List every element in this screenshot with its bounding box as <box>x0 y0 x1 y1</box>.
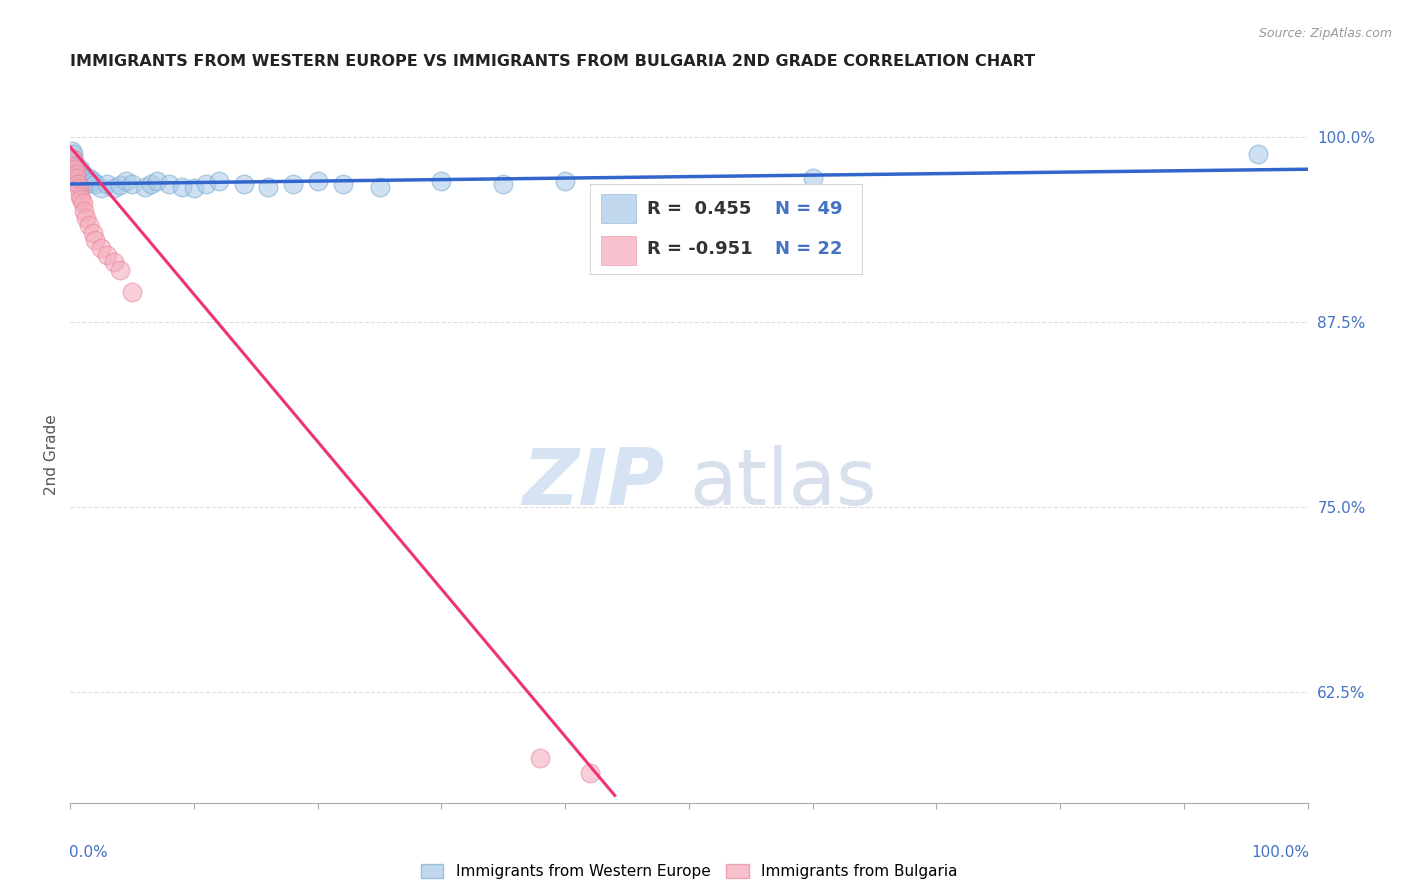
Point <box>82 226 104 240</box>
Point <box>77 219 100 233</box>
Point <box>75 174 97 188</box>
Point <box>195 177 218 191</box>
Point <box>65 162 87 177</box>
Point <box>90 241 112 255</box>
Text: Source: ZipAtlas.com: Source: ZipAtlas.com <box>1258 27 1392 40</box>
Point <box>157 177 180 191</box>
Point <box>430 174 453 188</box>
Point <box>65 159 87 173</box>
Point <box>183 181 205 195</box>
Text: 0.0%: 0.0% <box>69 845 108 860</box>
Point <box>73 171 96 186</box>
Point <box>73 203 96 218</box>
Point <box>257 180 280 194</box>
Point <box>332 177 354 191</box>
Point <box>75 177 97 191</box>
Point <box>84 233 107 247</box>
Point <box>72 167 94 181</box>
Point <box>67 171 90 186</box>
Text: N = 49: N = 49 <box>775 200 842 218</box>
Point <box>84 177 107 191</box>
Point <box>69 162 91 177</box>
Point <box>134 180 156 194</box>
Point <box>77 171 100 186</box>
Point <box>63 154 86 169</box>
Bar <box>600 194 637 223</box>
Point <box>146 174 169 188</box>
Point <box>62 147 84 161</box>
Point <box>60 145 83 159</box>
Point <box>1247 147 1270 161</box>
Point <box>67 167 90 181</box>
Point <box>529 751 551 765</box>
Legend: Immigrants from Western Europe, Immigrants from Bulgaria: Immigrants from Western Europe, Immigran… <box>415 858 963 886</box>
Text: ZIP: ZIP <box>522 445 664 521</box>
Point <box>65 162 87 177</box>
Point <box>307 174 329 188</box>
Point <box>281 177 304 191</box>
Text: 100.0%: 100.0% <box>1251 845 1309 860</box>
Point <box>801 171 824 186</box>
Point <box>69 167 91 181</box>
Point <box>108 263 131 277</box>
Point <box>492 177 515 191</box>
Point <box>115 174 138 188</box>
Point <box>70 192 93 206</box>
Point <box>67 181 90 195</box>
Bar <box>600 236 637 265</box>
Point <box>96 177 118 191</box>
Y-axis label: 2nd Grade: 2nd Grade <box>44 415 59 495</box>
Point <box>65 167 87 181</box>
Point <box>66 169 89 184</box>
Point <box>554 174 576 188</box>
Text: N = 22: N = 22 <box>775 240 842 258</box>
Point <box>65 171 87 186</box>
Point <box>121 177 143 191</box>
Point <box>232 177 254 191</box>
Point <box>139 177 162 191</box>
Point <box>69 189 91 203</box>
Point <box>72 174 94 188</box>
Point <box>72 196 94 211</box>
Point <box>63 159 86 173</box>
Text: atlas: atlas <box>689 445 876 521</box>
Point <box>66 177 89 191</box>
Text: R =  0.455: R = 0.455 <box>647 200 751 218</box>
Point <box>65 162 87 177</box>
Point <box>103 181 125 195</box>
Point <box>579 766 602 780</box>
Point <box>208 174 231 188</box>
Point <box>66 165 89 179</box>
Point <box>368 180 391 194</box>
Point <box>63 159 86 173</box>
Point <box>103 255 125 269</box>
Point <box>65 167 87 181</box>
Point <box>170 180 193 194</box>
Point <box>90 181 112 195</box>
Point <box>96 248 118 262</box>
Point <box>108 178 131 193</box>
Point <box>75 211 97 225</box>
Point <box>82 174 104 188</box>
Text: IMMIGRANTS FROM WESTERN EUROPE VS IMMIGRANTS FROM BULGARIA 2ND GRADE CORRELATION: IMMIGRANTS FROM WESTERN EUROPE VS IMMIGR… <box>70 54 1035 69</box>
Point <box>62 152 84 166</box>
Point <box>121 285 143 299</box>
Text: R = -0.951: R = -0.951 <box>647 240 752 258</box>
Point <box>62 152 84 166</box>
Point <box>70 171 93 186</box>
